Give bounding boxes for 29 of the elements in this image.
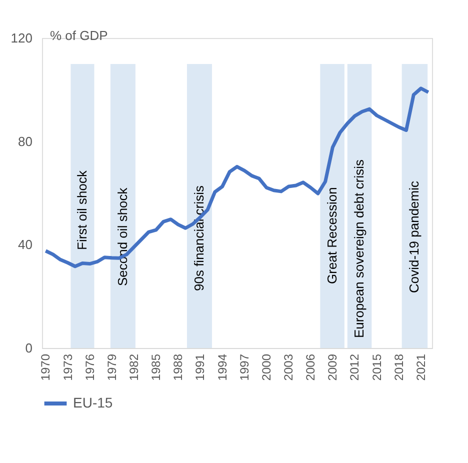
band-label: First oil shock [74, 170, 90, 250]
x-tick-label: 1970 [38, 354, 53, 381]
x-tick-label: 1988 [171, 354, 186, 381]
x-tick-label: 1976 [82, 354, 97, 381]
band-label: European sovereign debt crisis [352, 159, 367, 338]
x-tick-label: 2009 [326, 354, 340, 381]
x-tick-label: 1994 [215, 354, 230, 381]
x-tick-label: 1979 [104, 354, 119, 381]
band-label: 90s financial crisis [191, 185, 206, 291]
y-tick-label: 120 [10, 30, 32, 46]
x-tick-label: 1997 [237, 354, 252, 381]
x-tick-label: 2012 [348, 354, 362, 381]
x-tick-label: 1982 [126, 354, 141, 381]
x-tick-label: 2018 [392, 354, 406, 381]
x-tick-label: 1985 [149, 354, 164, 381]
x-tick-label: 2015 [370, 354, 384, 381]
y-axis-title: % of GDP [50, 28, 108, 43]
y-tick-label: 0 [25, 340, 32, 356]
band-label: Great Recession [324, 187, 340, 284]
x-tick-label: 2003 [282, 354, 296, 381]
x-tick-label: 2021 [414, 354, 428, 381]
band-label: Covid-19 pandemic [406, 180, 422, 293]
y-tick-label: 80 [18, 134, 32, 149]
y-tick-label: 40 [18, 237, 32, 252]
x-tick-label: 2000 [259, 354, 274, 381]
x-tick-label: 1991 [193, 354, 208, 381]
legend-label: EU-15 [73, 394, 113, 410]
x-tick-label: 2006 [304, 354, 318, 381]
x-tick-label: 1973 [60, 354, 75, 381]
